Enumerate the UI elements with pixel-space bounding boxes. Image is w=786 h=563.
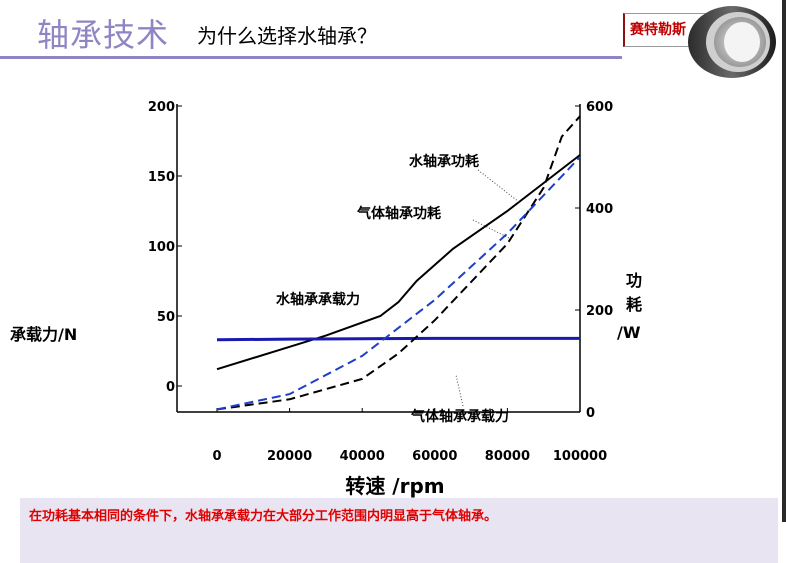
y-left-tick-label: 200 — [148, 100, 175, 115]
x-tick-label: 60000 — [412, 449, 457, 464]
y-right-tick-label: 200 — [586, 304, 613, 319]
performance-chart: 0 50 100 150 200 0 200 400 600 0 20000 40000 60000 80… — [10, 100, 642, 498]
y-right-tick-label: 400 — [586, 202, 613, 217]
axes-layer — [176, 104, 581, 413]
y-right-tick-label: 0 — [586, 406, 595, 421]
brand-name: 赛特勒斯 — [630, 22, 686, 38]
slide-subtitle: 为什么选择水轴承？ — [197, 24, 377, 48]
series-line — [216, 156, 581, 411]
x-tick-label: 80000 — [485, 449, 530, 464]
caption-panel: 在功耗基本相同的条件下，水轴承承载力在大部分工作范围内明显高于气体轴承。 — [20, 498, 778, 563]
slide-header: 轴承技术 为什么选择水轴承？ 赛特勒斯 — [0, 0, 786, 78]
title-underline — [0, 56, 622, 59]
x-axis-title: 转速 /rpm — [345, 474, 444, 498]
series-line — [216, 336, 580, 342]
series-layer — [216, 115, 581, 411]
y-left-tick-label: 100 — [148, 240, 175, 255]
y-right-axis-title-char: 功 — [626, 271, 642, 290]
series-annotation: 水轴承承载力 — [276, 291, 360, 308]
y-left-tick-label: 0 — [166, 380, 175, 395]
series-annotation: 水轴承功耗 — [409, 153, 479, 170]
x-tick-label: 100000 — [553, 449, 607, 464]
slide-title: 轴承技术 — [37, 16, 170, 54]
caption-text: 在功耗基本相同的条件下，水轴承承载力在大部分工作范围内明显高于气体轴承。 — [29, 509, 498, 524]
x-tick-label: 0 — [212, 449, 221, 464]
chart-container: 0 50 100 150 200 0 200 400 600 0 20000 40000 60000 80… — [0, 90, 786, 500]
annotation-leader — [455, 374, 464, 407]
slide-edge-bar — [782, 0, 786, 522]
y-right-axis-unit: /W — [617, 323, 641, 342]
annotation-leader — [477, 169, 520, 203]
x-tick-label: 40000 — [340, 449, 385, 464]
y-left-axis-title: 承载力/N — [10, 325, 77, 344]
bearing-ring-icon — [688, 6, 776, 78]
series-annotation: 气体轴承承载力 — [410, 408, 509, 425]
label-layer: 0 50 100 150 200 0 200 400 600 0 20000 40000 60000 80… — [10, 100, 642, 498]
annotation-leader — [472, 219, 510, 239]
series-line — [216, 154, 581, 371]
series-annotation: 气体轴承功耗 — [356, 205, 441, 222]
y-right-axis-title-char: 耗 — [626, 295, 642, 314]
series-line — [216, 115, 581, 411]
x-tick-label: 20000 — [267, 449, 312, 464]
y-right-tick-label: 600 — [586, 100, 613, 115]
y-left-tick-label: 150 — [148, 170, 175, 185]
y-left-tick-label: 50 — [157, 310, 175, 325]
